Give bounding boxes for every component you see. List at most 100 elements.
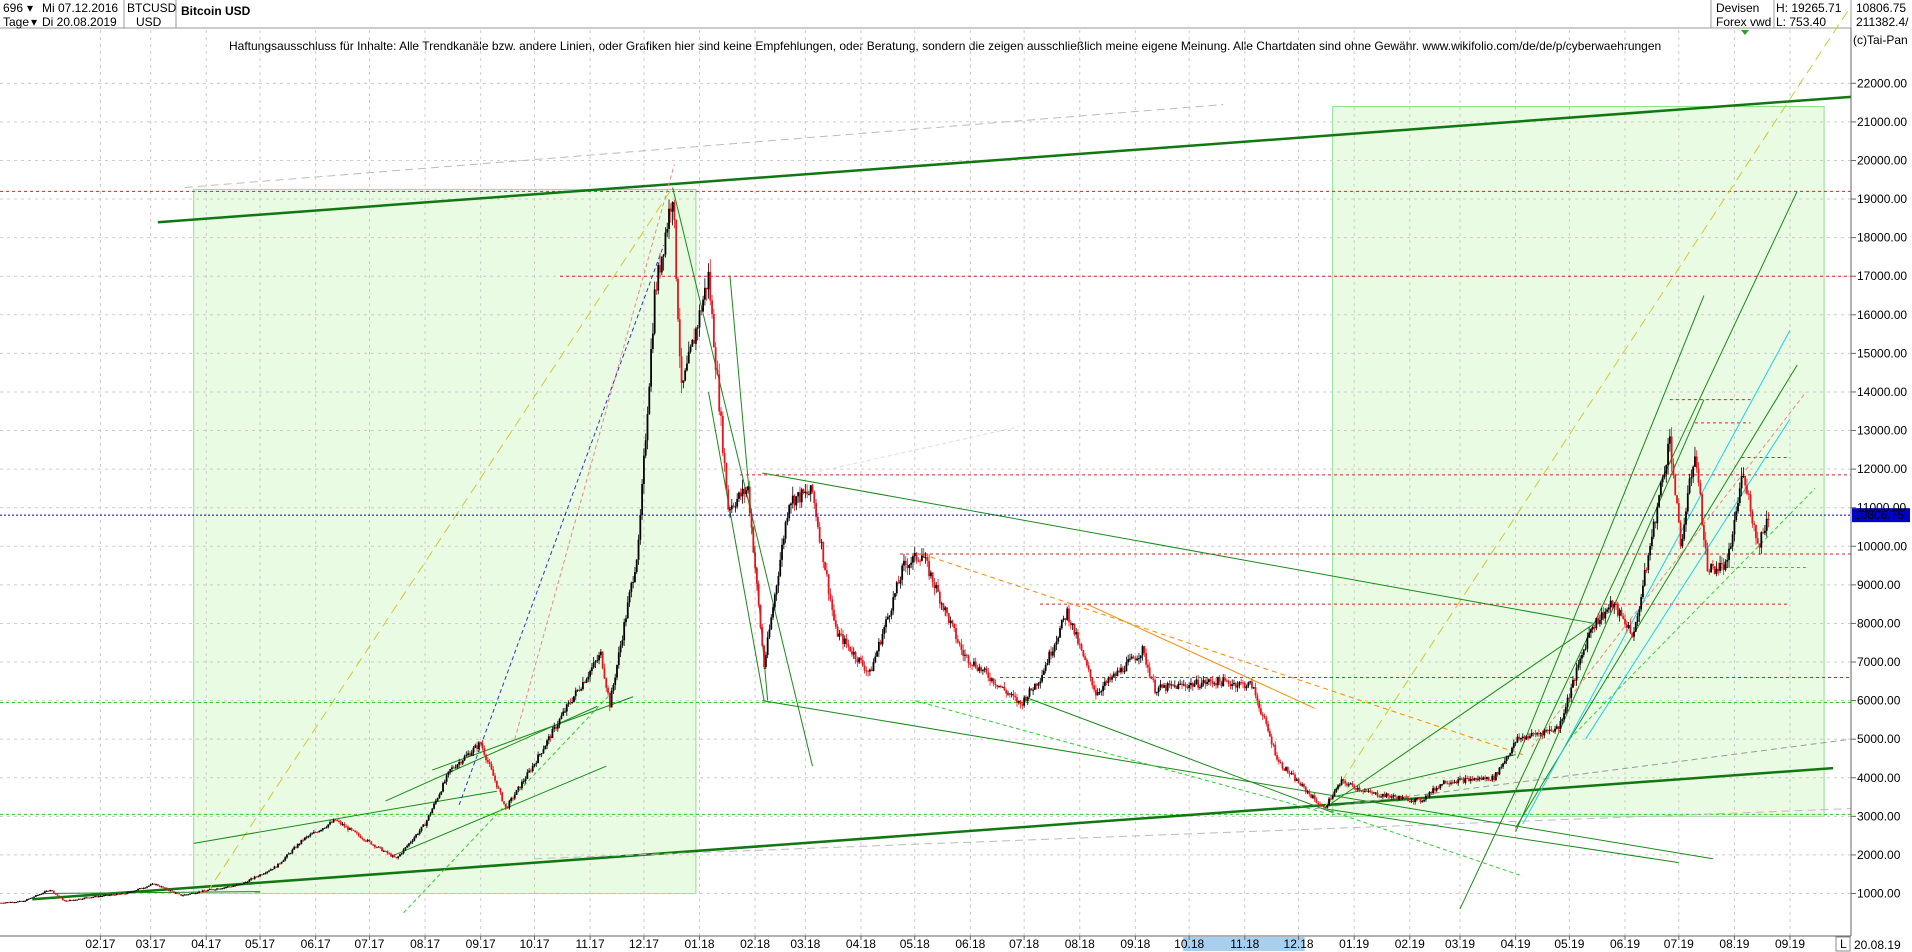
candle-body bbox=[703, 287, 706, 300]
interval-dropdown-icon[interactable]: ▾ bbox=[31, 15, 37, 29]
candle-body bbox=[1290, 773, 1293, 775]
candle-body bbox=[872, 661, 875, 672]
candle-body bbox=[436, 798, 439, 801]
candle-body bbox=[806, 491, 809, 495]
candle-body bbox=[1643, 569, 1646, 586]
candle-body bbox=[1220, 681, 1223, 687]
candle-body bbox=[1717, 568, 1720, 572]
x-axis[interactable]: 02.17 03.17 04.17 05.17 06.17 07.17 08.17 09.17… bbox=[85, 936, 1805, 951]
candle-body bbox=[540, 753, 543, 755]
x-tick-label: 09.19 bbox=[1775, 937, 1805, 951]
candle-body bbox=[499, 788, 502, 793]
candle-body bbox=[1155, 692, 1158, 694]
candle-body bbox=[2, 902, 5, 904]
candle-body bbox=[458, 762, 461, 765]
candle-body bbox=[402, 849, 405, 854]
candle-body bbox=[287, 853, 290, 855]
candle-body bbox=[42, 893, 44, 895]
candle-body bbox=[1017, 700, 1020, 703]
candle-body bbox=[69, 899, 71, 902]
candle-body bbox=[1270, 736, 1273, 745]
candle-body bbox=[1014, 695, 1017, 698]
x-tick-label: 12.18 bbox=[1284, 937, 1314, 951]
candle-body bbox=[1012, 693, 1015, 696]
y-tick-label: 15000.00 bbox=[1857, 346, 1907, 360]
candle-body bbox=[1530, 732, 1533, 736]
candle-body bbox=[1441, 784, 1443, 786]
candle-body bbox=[1247, 682, 1250, 687]
lower-grey-dashed bbox=[534, 808, 1852, 860]
candle-body bbox=[1710, 564, 1712, 573]
candle-body bbox=[417, 833, 419, 835]
candle-body bbox=[1335, 788, 1338, 792]
candle-body bbox=[1256, 695, 1259, 701]
candle-body bbox=[1631, 633, 1634, 637]
candle-body bbox=[899, 579, 902, 584]
candle-body bbox=[262, 873, 265, 875]
candle-body bbox=[1720, 562, 1723, 565]
candle-body bbox=[155, 884, 157, 886]
candle-body bbox=[1668, 436, 1671, 444]
candle-body bbox=[745, 490, 748, 495]
interval-select[interactable]: Tage bbox=[3, 15, 29, 29]
candle-body bbox=[594, 661, 597, 663]
candle-body bbox=[1057, 637, 1060, 642]
candle-body bbox=[949, 620, 952, 623]
candle-body bbox=[390, 853, 392, 857]
candle-body bbox=[1600, 612, 1603, 620]
candle-body bbox=[1274, 744, 1277, 756]
x-tick-label: 04.18 bbox=[846, 937, 876, 951]
candle-body bbox=[320, 829, 322, 831]
item-number[interactable]: 696 bbox=[3, 1, 23, 15]
candle-body bbox=[695, 328, 697, 344]
candle-body bbox=[133, 890, 136, 892]
candle-body bbox=[339, 821, 342, 825]
number-dropdown-icon[interactable]: ▾ bbox=[27, 1, 33, 15]
candle-body bbox=[621, 640, 624, 646]
candle-body bbox=[429, 813, 432, 816]
candle-body bbox=[1159, 684, 1162, 688]
candle-body bbox=[113, 894, 116, 896]
candle-body bbox=[1231, 684, 1234, 687]
candle-body bbox=[1127, 659, 1130, 663]
candle-body bbox=[847, 644, 850, 647]
candle-body bbox=[348, 827, 351, 830]
candle-body bbox=[140, 888, 143, 890]
candle-body bbox=[373, 844, 376, 848]
trend-indicator-icon bbox=[1741, 30, 1749, 35]
scroll-right-button[interactable] bbox=[1835, 936, 1851, 952]
candle-body bbox=[964, 654, 966, 656]
candle-body bbox=[1387, 793, 1390, 796]
candle-body bbox=[761, 627, 764, 646]
candle-body bbox=[1677, 503, 1680, 523]
candle-body bbox=[400, 853, 403, 855]
candle-body bbox=[1622, 616, 1625, 619]
candle-body bbox=[677, 278, 679, 320]
market-type: Devisen bbox=[1716, 1, 1759, 15]
candle-body bbox=[861, 660, 864, 666]
candle-body bbox=[1326, 805, 1329, 808]
candle-body bbox=[1213, 683, 1216, 685]
candle-body bbox=[1713, 566, 1716, 574]
candle-body bbox=[583, 681, 586, 683]
candle-body bbox=[1755, 524, 1757, 539]
candle-body bbox=[1493, 775, 1495, 781]
candle-body bbox=[578, 689, 581, 691]
candle-body bbox=[684, 370, 687, 381]
x-tick-label: 09.17 bbox=[466, 937, 496, 951]
candle-body bbox=[1756, 538, 1759, 544]
candle-body bbox=[83, 897, 86, 899]
candle-body bbox=[666, 228, 669, 233]
candle-body bbox=[668, 208, 670, 229]
y-tick-label: 5000.00 bbox=[1857, 732, 1901, 746]
x-axis-selection[interactable] bbox=[1183, 937, 1305, 951]
candle-body bbox=[555, 726, 557, 729]
candle-body bbox=[1742, 475, 1745, 477]
candle-body bbox=[1652, 521, 1655, 537]
candle-body bbox=[824, 562, 826, 571]
candle-body bbox=[919, 560, 922, 562]
candle-body bbox=[625, 618, 627, 623]
candle-body bbox=[1224, 678, 1226, 681]
candle-body bbox=[1093, 685, 1095, 690]
candle-body bbox=[831, 599, 834, 610]
